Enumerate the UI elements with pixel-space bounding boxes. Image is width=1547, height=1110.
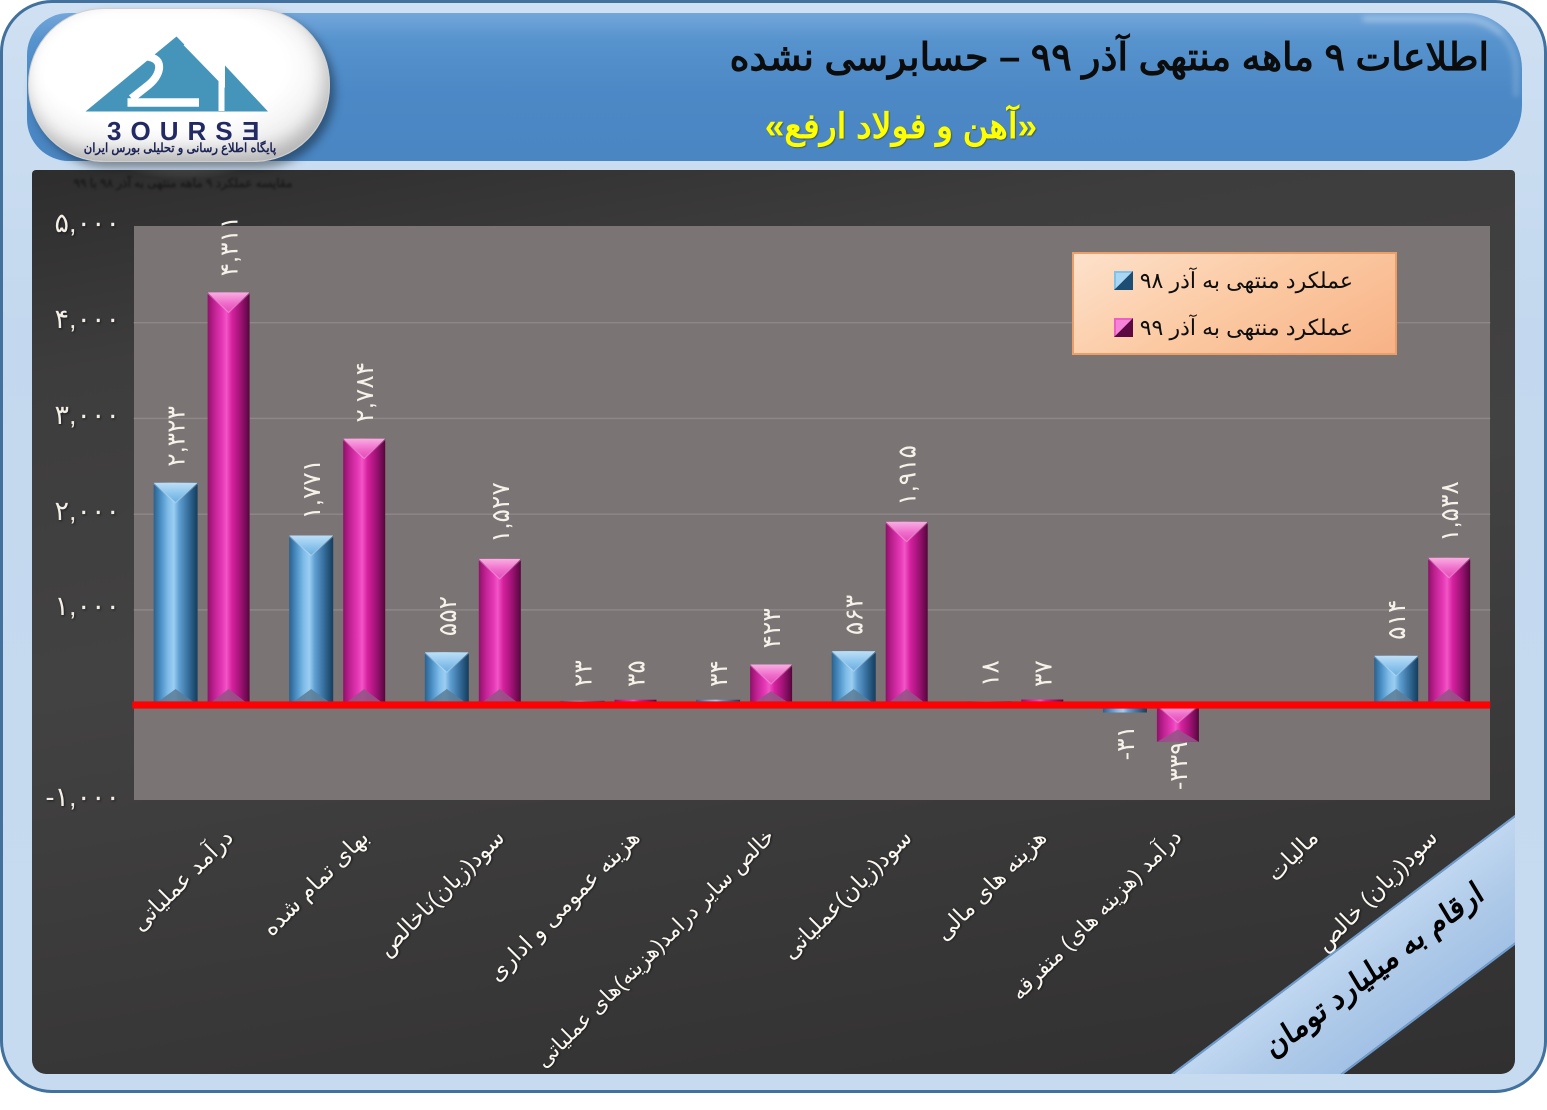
svg-text:۱۸: ۱۸ <box>976 660 1004 687</box>
svg-text:-۳۳۹: -۳۳۹ <box>1165 741 1193 790</box>
svg-text:۲,۷۸۴: ۲,۷۸۴ <box>351 362 379 423</box>
svg-text:۳۷: ۳۷ <box>1029 660 1057 687</box>
svg-text:۵۶۳: ۵۶۳ <box>841 595 869 635</box>
svg-text:۳۴: ۳۴ <box>705 660 733 687</box>
svg-text:۲,۳۲۳: ۲,۳۲۳ <box>163 406 191 467</box>
svg-text:۴,۳۱۱: ۴,۳۱۱ <box>216 216 244 277</box>
svg-text:۳۵: ۳۵ <box>623 660 651 687</box>
svg-text:۱,۵۳۸: ۱,۵۳۸ <box>1436 481 1464 542</box>
svg-text:۵۱۴: ۵۱۴ <box>1383 600 1411 640</box>
svg-text:۱,۹۱۵: ۱,۹۱۵ <box>894 445 922 506</box>
svg-text:۵۵۲: ۵۵۲ <box>434 596 462 636</box>
svg-text:۲۳: ۲۳ <box>570 660 598 687</box>
svg-text:۴۲۳: ۴۲۳ <box>758 608 786 648</box>
svg-text:۱,۵۲۷: ۱,۵۲۷ <box>487 482 515 543</box>
svg-text:-۳۱: -۳۱ <box>1112 725 1140 760</box>
svg-text:۱,۷۷۱: ۱,۷۷۱ <box>298 459 326 520</box>
